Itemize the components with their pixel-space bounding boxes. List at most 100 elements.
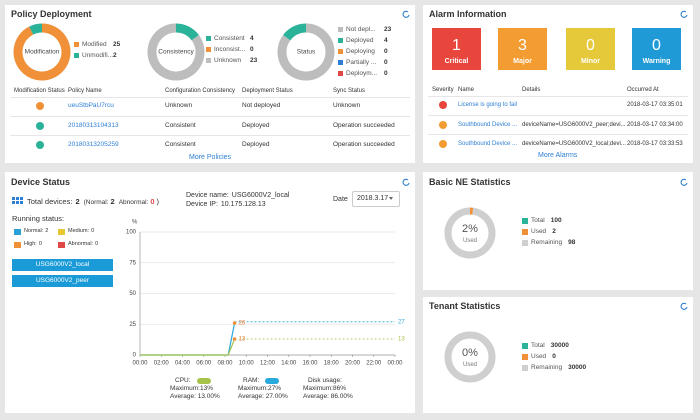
info-label: Device IP: xyxy=(186,201,218,208)
legend-value: 30000 xyxy=(568,364,587,371)
row-divider xyxy=(10,97,410,98)
summary-average: Average: 13.00% xyxy=(170,393,220,400)
data-label: 13 xyxy=(239,337,246,343)
status-dot xyxy=(36,102,44,110)
alarm-count: 0 xyxy=(652,37,661,54)
x-tick-label: 16:00 xyxy=(302,361,318,367)
legend-swatch xyxy=(58,242,65,248)
series-line xyxy=(140,322,236,356)
legend-value: 100 xyxy=(550,217,562,224)
reference-label: 13 xyxy=(398,337,405,343)
x-tick-label: 04:00 xyxy=(175,361,191,367)
panel-title: Tenant Statistics xyxy=(429,301,501,311)
table-cell: 20180313104313 xyxy=(68,121,119,129)
info-value: 10.175.128.13 xyxy=(220,201,266,208)
alarm-tile[interactable] xyxy=(432,28,481,70)
device-summary: Total devices: 2 (Normal: 2 Abnormal: 0) xyxy=(27,198,159,207)
y-tick-label: 50 xyxy=(129,291,136,297)
donut-center: Modification xyxy=(25,49,60,56)
legend-label: High: xyxy=(24,241,37,247)
date-select[interactable] xyxy=(352,191,400,207)
legend-label: Used xyxy=(531,353,547,360)
legend-swatch xyxy=(338,60,343,65)
running-status-label: Running status: xyxy=(12,214,65,223)
column-header: Policy Name xyxy=(68,88,102,94)
caret xyxy=(389,197,393,200)
table-cell: Southbound Device ... xyxy=(458,121,518,128)
panel xyxy=(5,172,415,413)
table-cell: 2018-03-17 03:33:53 xyxy=(627,141,683,147)
severity-icon xyxy=(439,101,447,109)
device-button[interactable] xyxy=(12,275,113,287)
row-divider xyxy=(428,96,688,97)
legend-text: Total 100 xyxy=(531,217,562,225)
alarm-count: 1 xyxy=(452,37,461,54)
series-line xyxy=(140,338,236,356)
legend-label: Inconsist... xyxy=(214,46,246,53)
legend-value: 2 xyxy=(113,52,117,59)
legend-swatch xyxy=(338,71,343,76)
legend-text: Used 2 xyxy=(531,228,556,236)
summary-value: 0 xyxy=(150,197,155,206)
column-header: Severity xyxy=(432,87,454,93)
table-cell: deviceName=USG6000V2_peer;devi... xyxy=(522,121,626,128)
legend-value: 4 xyxy=(384,37,388,44)
legend-value: 23 xyxy=(384,26,392,33)
more-link[interactable]: More Policies xyxy=(189,154,232,161)
panel-title: Device Status xyxy=(11,177,71,187)
column-header: Name xyxy=(458,87,475,93)
info-label: Device name: xyxy=(186,192,229,199)
device-ip: Device IP: 10.175.128.13 xyxy=(186,201,266,208)
column-header: Deployment Status xyxy=(242,88,293,94)
panel xyxy=(423,297,693,413)
legend-value: 98 xyxy=(568,239,576,246)
legend-text: Total 30000 xyxy=(531,342,569,350)
legend-label: Remaining xyxy=(531,239,563,246)
table-cell: 2018-03-17 03:35:01 xyxy=(627,102,683,108)
legend-value: 0 xyxy=(38,241,42,247)
y-unit: % xyxy=(132,220,138,226)
alarm-label: Minor xyxy=(580,58,601,65)
reference-label: 27 xyxy=(398,319,405,325)
donut-segment xyxy=(29,23,43,35)
legend-swatch xyxy=(522,240,528,246)
donut-segment xyxy=(13,23,71,81)
alarm-tile[interactable] xyxy=(498,28,547,70)
legend-value: 0 xyxy=(384,70,388,77)
legend-text: Medium: 0 xyxy=(68,228,94,235)
table-cell: Not deployed xyxy=(242,102,281,109)
legend-label: Consistent xyxy=(214,35,245,42)
legend-swatch xyxy=(14,242,21,248)
legend-swatch xyxy=(206,58,211,63)
row-divider xyxy=(428,115,688,116)
column-header: Details xyxy=(522,87,541,93)
device-button-label: USG6000V2_local xyxy=(35,261,90,268)
legend-label: Used xyxy=(531,228,547,235)
x-tick-label: 20:00 xyxy=(345,361,361,367)
row-divider xyxy=(428,134,688,135)
table-cell: Unknown xyxy=(165,102,193,109)
alarm-tile[interactable] xyxy=(632,28,681,70)
legend-swatch xyxy=(206,36,211,41)
legend-label: Unmodifi... xyxy=(82,52,114,59)
x-tick-label: 00:00 xyxy=(132,361,148,367)
device-button[interactable] xyxy=(12,259,113,271)
column-header: Occurred At xyxy=(627,87,659,93)
data-point xyxy=(232,321,237,325)
refresh-icons[interactable] xyxy=(402,10,688,310)
legend-label: Unknown xyxy=(214,57,242,64)
donut-center-value: 0% xyxy=(462,347,478,359)
more-link[interactable]: More Alarms xyxy=(538,152,578,159)
device-button-label: USG6000V2_peer xyxy=(35,277,90,284)
table-cell: Southbound Device ... xyxy=(458,141,518,147)
legend-label: Partially ... xyxy=(346,59,377,66)
donut-center-value: 2% xyxy=(462,223,478,235)
device-name: Device name: USG6000V2_local xyxy=(186,192,289,199)
table-cell: Consistent xyxy=(165,121,196,129)
table-cell: 20180313205259 xyxy=(68,141,119,148)
alarm-label: Critical xyxy=(444,58,469,65)
alarm-tile[interactable] xyxy=(566,28,615,70)
panel xyxy=(5,5,415,163)
x-tick-label: 18:00 xyxy=(324,361,340,367)
